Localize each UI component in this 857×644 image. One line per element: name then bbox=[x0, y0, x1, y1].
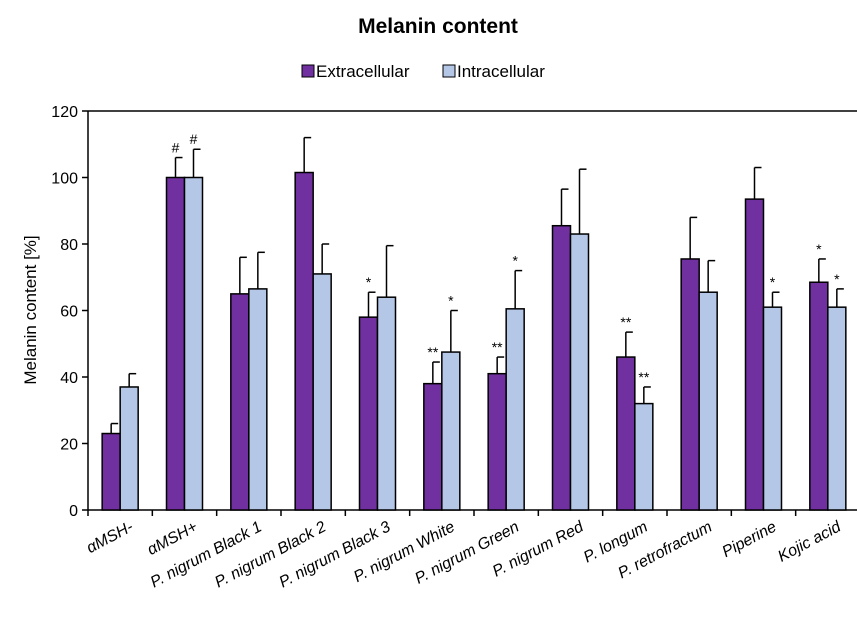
bar-intracellular bbox=[119, 386, 139, 511]
significance-mark: * bbox=[834, 271, 840, 287]
bar-extracellular bbox=[165, 176, 186, 511]
bar-extracellular bbox=[294, 171, 314, 511]
bar-intracellular bbox=[248, 288, 268, 511]
bar-intracellular bbox=[441, 351, 461, 511]
significance-mark: * bbox=[366, 274, 372, 290]
bar-extracellular bbox=[423, 382, 443, 511]
x-tick-label: P. nigrum Black 2 bbox=[212, 518, 329, 591]
bar-extracellular bbox=[744, 198, 765, 511]
y-tick-label: 20 bbox=[60, 437, 78, 454]
bar-extracellular bbox=[680, 258, 700, 511]
significance-mark: # bbox=[190, 131, 198, 147]
y-tick-label: 120 bbox=[51, 104, 78, 121]
plot-frame bbox=[87, 110, 857, 511]
significance-mark: ** bbox=[620, 314, 631, 330]
bar-intracellular bbox=[376, 296, 397, 511]
bar-intracellular bbox=[698, 291, 718, 511]
y-tick-label: 80 bbox=[60, 237, 78, 254]
bar-intracellular bbox=[569, 233, 590, 511]
bar-intracellular bbox=[183, 176, 204, 511]
bar-intracellular bbox=[505, 308, 525, 511]
bar-extracellular bbox=[358, 316, 379, 511]
y-tick-label: 60 bbox=[60, 304, 78, 321]
bar-extracellular bbox=[616, 356, 636, 511]
significance-marks: ##************** bbox=[172, 131, 841, 385]
legend-label-extracellular: Extracellular bbox=[316, 62, 410, 81]
x-tick-label: P. nigrum Black 3 bbox=[277, 518, 394, 591]
significance-mark: ** bbox=[492, 339, 503, 355]
chart-title: Melanin content bbox=[358, 15, 518, 38]
legend-swatch-extracellular bbox=[301, 64, 315, 78]
significance-mark: * bbox=[448, 293, 454, 309]
legend-label-intracellular: Intracellular bbox=[457, 62, 545, 81]
bar-extracellular bbox=[809, 281, 829, 511]
y-axis-label: Melanin content [%] bbox=[21, 235, 40, 384]
y-tick-label: 0 bbox=[69, 503, 78, 520]
bar-extracellular bbox=[487, 372, 507, 511]
bars bbox=[101, 171, 847, 511]
x-axis: αMSH-αMSH+P. nigrum Black 1P. nigrum Bla… bbox=[84, 510, 845, 592]
x-tick-label: Piperine bbox=[720, 518, 780, 561]
significance-mark: # bbox=[172, 140, 180, 156]
significance-mark: * bbox=[770, 274, 776, 290]
legend: Extracellular Intracellular bbox=[301, 62, 545, 81]
bar-extracellular bbox=[551, 224, 572, 511]
bar-intracellular bbox=[312, 273, 332, 511]
bar-intracellular bbox=[827, 306, 847, 511]
bar-intracellular bbox=[634, 402, 654, 511]
y-axis: 0 20 40 60 80 100 120 bbox=[51, 104, 88, 520]
significance-mark: ** bbox=[427, 344, 438, 360]
bar-extracellular bbox=[230, 293, 250, 511]
significance-mark: * bbox=[816, 241, 822, 257]
x-tick-label: P. nigrum Black 1 bbox=[148, 519, 265, 592]
significance-mark: * bbox=[512, 253, 518, 269]
error-bars bbox=[110, 136, 844, 434]
x-tick-label: Kojic acid bbox=[775, 518, 844, 566]
y-tick-label: 40 bbox=[60, 370, 78, 387]
bar-intracellular bbox=[762, 306, 783, 511]
legend-swatch-intracellular bbox=[442, 64, 456, 78]
bar-extracellular bbox=[101, 432, 121, 511]
significance-mark: ** bbox=[638, 369, 649, 385]
x-tick-label: αMSH- bbox=[84, 519, 136, 557]
y-tick-label: 100 bbox=[51, 171, 78, 188]
